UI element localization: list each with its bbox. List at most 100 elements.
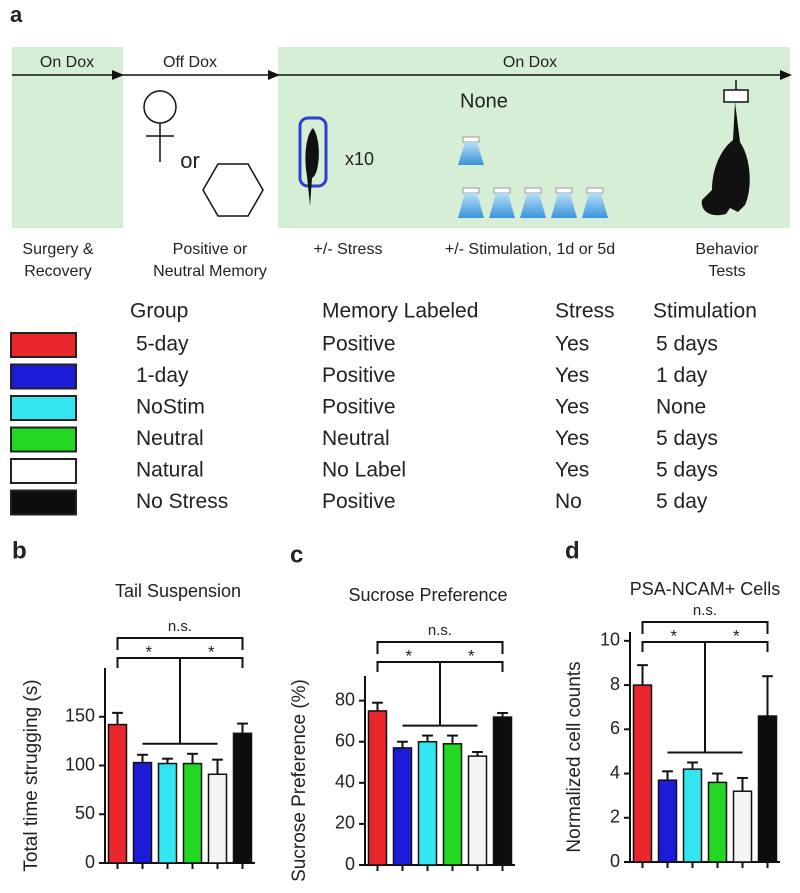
- chart-title: PSA-NCAM+ Cells: [630, 579, 781, 599]
- neutral-hexagon: [202, 163, 264, 217]
- sig-star: *: [733, 626, 740, 645]
- sig-star: *: [670, 626, 677, 645]
- sig-star: *: [208, 642, 215, 661]
- y-tick-label: 6: [610, 718, 620, 738]
- hanging-mouse: [701, 80, 750, 216]
- bar: [182, 762, 203, 864]
- chart-title: Sucrose Preference: [348, 585, 507, 605]
- bar: [467, 755, 488, 866]
- table-cell: 5 day: [656, 490, 708, 513]
- female-symbol: [143, 90, 177, 162]
- or-text: or: [180, 148, 200, 173]
- bar: [732, 790, 753, 863]
- group-swatch: [10, 458, 77, 484]
- ns-bracket: [116, 637, 244, 650]
- y-tick-label: 80: [335, 689, 355, 709]
- panel-label: b: [12, 537, 27, 564]
- table-cell: Neutral: [322, 427, 390, 450]
- group-swatch: [10, 426, 77, 453]
- ns-label: n.s.: [168, 618, 192, 635]
- table-cell: NoStim: [136, 396, 205, 419]
- sig-star: *: [468, 646, 475, 665]
- sig-star: *: [145, 642, 152, 661]
- bar: [107, 723, 128, 864]
- step-label: +/- Stimulation, 1d or 5d: [445, 241, 615, 258]
- bar: [632, 684, 653, 863]
- table-cell: Positive: [322, 396, 396, 419]
- bar: [392, 747, 413, 866]
- y-tick-label: 2: [610, 807, 620, 827]
- table-header: Stress: [555, 300, 615, 323]
- bar: [757, 715, 778, 863]
- sig-bracket: [641, 641, 769, 754]
- step-label: Recovery: [24, 263, 92, 280]
- y-tick-label: 0: [610, 851, 620, 871]
- table-cell: Yes: [555, 333, 589, 356]
- bar: [232, 732, 253, 864]
- dox-region: [12, 47, 123, 228]
- step-label: Positive or: [173, 241, 248, 258]
- table-header: Stimulation: [653, 300, 757, 323]
- restraint-tube: [298, 116, 328, 188]
- y-tick-label: 150: [65, 706, 95, 726]
- y-tick-label: 10: [600, 630, 620, 650]
- ns-bracket: [641, 621, 769, 634]
- timeline-label: On Dox: [503, 54, 557, 71]
- group-swatch: [10, 395, 77, 421]
- panel-label: c: [290, 541, 303, 568]
- table-cell: 1-day: [136, 364, 189, 387]
- table-cell: Neutral: [136, 427, 204, 450]
- bar: [682, 768, 703, 863]
- step-label: Neutral Memory: [153, 263, 267, 280]
- group-swatch: [10, 363, 77, 390]
- y-tick-label: 0: [345, 854, 355, 874]
- bar: [442, 743, 463, 866]
- step-label: Tests: [708, 263, 745, 280]
- lamp-icons: [458, 136, 608, 218]
- y-tick-label: 100: [65, 754, 95, 774]
- panel-label: d: [565, 537, 580, 564]
- table-cell: 5 days: [656, 459, 718, 482]
- table-cell: Positive: [322, 364, 396, 387]
- sig-bracket: [376, 661, 504, 727]
- bar: [492, 716, 513, 866]
- y-tick-label: 8: [610, 674, 620, 694]
- group-swatch: [10, 332, 77, 358]
- table-cell: No Stress: [136, 490, 228, 513]
- timeline-label: Off Dox: [163, 54, 217, 71]
- repeat-text: x10: [345, 149, 374, 169]
- table-cell: Yes: [555, 396, 589, 419]
- table-cell: Natural: [136, 459, 204, 482]
- table-cell: Positive: [322, 490, 396, 513]
- table-cell: Positive: [322, 333, 396, 356]
- none-text: None: [460, 90, 508, 112]
- y-axis-label: Sucrose Preference (%): [289, 679, 310, 882]
- table-cell: Yes: [555, 427, 589, 450]
- y-tick-label: 20: [335, 813, 355, 833]
- panel-label: a: [10, 2, 23, 27]
- bar: [157, 762, 178, 864]
- mouse-icon: [305, 128, 319, 206]
- step-label: Behavior: [695, 241, 759, 258]
- table-cell: 5-day: [136, 333, 189, 356]
- bar: [707, 781, 728, 863]
- y-axis-label: Normalized cell counts: [564, 661, 585, 852]
- chart-title: Tail Suspension: [115, 581, 241, 601]
- bar: [132, 761, 153, 864]
- table-cell: 5 days: [656, 427, 718, 450]
- y-tick-label: 40: [335, 772, 355, 792]
- y-tick-label: 4: [610, 762, 620, 782]
- y-tick-label: 60: [335, 730, 355, 750]
- sig-bracket: [116, 657, 244, 745]
- bar: [417, 740, 438, 866]
- step-label: Surgery &: [22, 241, 93, 258]
- y-axis-label: Total time strugging (s): [21, 679, 42, 871]
- bar: [207, 773, 228, 864]
- bar: [367, 710, 388, 866]
- y-tick-label: 0: [85, 852, 95, 872]
- table-header: Group: [130, 300, 188, 323]
- ns-label: n.s.: [693, 602, 717, 619]
- table-cell: Yes: [555, 459, 589, 482]
- timeline-label: On Dox: [40, 54, 94, 71]
